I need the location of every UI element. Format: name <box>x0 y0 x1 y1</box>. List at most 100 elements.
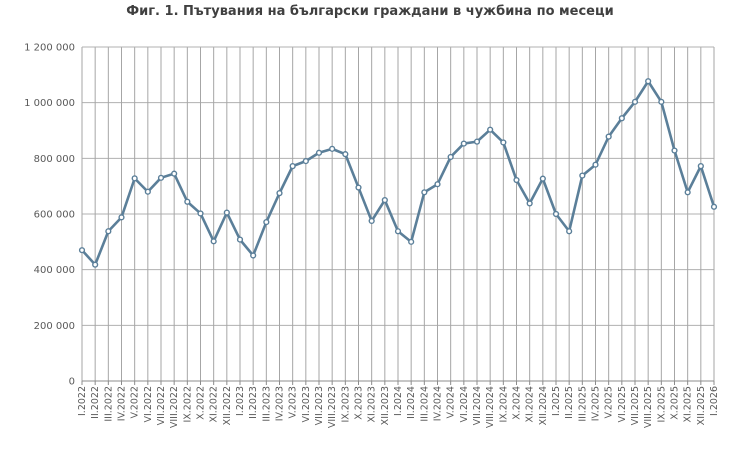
data-point <box>552 210 560 218</box>
data-point <box>645 78 652 85</box>
x-tick-label: II.2022 <box>90 386 101 419</box>
x-tick-label: XI.2022 <box>209 386 220 423</box>
x-tick-label: VI.2024 <box>459 386 470 423</box>
data-point <box>408 238 415 245</box>
data-point <box>342 151 349 158</box>
data-point <box>329 145 336 152</box>
series-layer <box>78 78 718 268</box>
y-tick-label: 0 <box>69 377 75 388</box>
x-tick-label: IV.2023 <box>275 386 286 421</box>
data-point <box>171 170 178 177</box>
x-tick-label: IX.2023 <box>340 386 351 423</box>
data-point <box>355 184 362 191</box>
x-tick-label: VIII.2025 <box>643 386 654 428</box>
data-point <box>131 175 138 182</box>
y-tick-label: 1 000 000 <box>24 98 75 109</box>
x-tick-label: VII.2024 <box>472 386 483 425</box>
x-tick-label: II.2025 <box>564 386 575 419</box>
x-tick-label: VII.2022 <box>156 386 167 425</box>
x-tick-label: VIII.2023 <box>327 386 338 428</box>
data-point <box>105 228 112 235</box>
data-point <box>618 115 625 122</box>
x-tick-label: I.2025 <box>551 386 562 416</box>
data-point <box>223 209 230 216</box>
x-tick-label: IX.2025 <box>656 386 667 423</box>
data-point <box>78 247 86 254</box>
data-point <box>144 188 151 195</box>
x-tick-label: I.2022 <box>77 386 88 416</box>
data-point <box>157 174 165 181</box>
data-point <box>631 98 639 105</box>
data-point <box>658 98 665 105</box>
x-tick-label: IV.2024 <box>433 386 444 421</box>
data-point <box>368 217 375 225</box>
x-tick-label: XII.2023 <box>380 386 391 425</box>
x-tick-label: VII.2023 <box>314 386 325 425</box>
data-point <box>421 189 428 196</box>
x-tick-label: I.2026 <box>709 386 720 416</box>
x-tick-label: V.2023 <box>288 386 299 418</box>
x-tick-label: VIII.2024 <box>485 386 496 428</box>
y-tick-label: 1 200 000 <box>24 43 75 54</box>
x-tick-label: III.2023 <box>261 386 272 422</box>
x-tick-label: I.2024 <box>393 386 404 416</box>
y-axis-tick-labels: 0 200 000 400 000 600 000 800 000 1 000 000 1 … <box>24 43 75 388</box>
data-point <box>236 236 244 243</box>
x-tick-label: II.2023 <box>248 386 259 419</box>
data-point <box>592 161 599 168</box>
data-point <box>671 147 678 154</box>
data-point <box>118 214 125 221</box>
data-point <box>513 176 520 184</box>
data-point <box>302 158 309 165</box>
data-point <box>539 175 546 182</box>
x-tick-label: X.2024 <box>512 386 523 420</box>
x-tick-label: III.2022 <box>103 386 114 422</box>
x-tick-label: VIII.2022 <box>169 386 180 428</box>
data-point <box>684 189 691 196</box>
data-point <box>315 149 323 156</box>
data-point <box>500 139 507 146</box>
data-point <box>605 133 612 140</box>
x-tick-label: IX.2022 <box>182 386 193 423</box>
chart-title: Фиг. 1. Пътувания на български граждани … <box>126 4 614 19</box>
y-tick-label: 400 000 <box>34 265 75 276</box>
y-tick-label: 800 000 <box>34 154 75 165</box>
data-point <box>276 190 283 197</box>
data-point <box>184 198 191 205</box>
x-tick-label: VI.2022 <box>143 386 154 423</box>
x-tick-label: III.2025 <box>577 386 588 422</box>
y-tick-label: 200 000 <box>34 321 75 332</box>
x-tick-label: IV.2022 <box>117 386 128 421</box>
x-tick-label: XI.2024 <box>525 386 536 423</box>
x-tick-label: XI.2025 <box>683 386 694 423</box>
data-point <box>394 228 402 235</box>
data-point <box>460 140 467 147</box>
x-tick-label: V.2022 <box>130 386 141 418</box>
x-tick-label: IX.2024 <box>498 386 509 423</box>
x-tick-label: VI.2023 <box>301 386 312 423</box>
data-point <box>473 138 481 145</box>
x-tick-label: V.2024 <box>446 386 457 418</box>
x-tick-label: X.2023 <box>354 386 365 420</box>
x-tick-label: XII.2024 <box>538 386 549 425</box>
data-point <box>566 228 573 235</box>
data-point <box>92 261 99 268</box>
data-point <box>710 203 718 210</box>
x-tick-label: XII.2022 <box>222 386 233 425</box>
x-tick-label: XI.2023 <box>367 386 378 423</box>
x-tick-label: VI.2025 <box>617 386 628 423</box>
x-tick-label: IV.2025 <box>591 386 602 421</box>
data-point <box>197 210 204 217</box>
x-tick-label: XII.2025 <box>696 386 707 425</box>
x-axis-tick-labels: I.2022 II.2022 III.2022 IV.2022 V.2022 VI.202… <box>77 386 720 428</box>
data-point <box>487 126 494 133</box>
data-point <box>526 200 533 207</box>
data-point <box>263 218 270 226</box>
x-tick-label: II.2024 <box>406 386 417 419</box>
x-tick-label: III.2024 <box>419 386 430 422</box>
data-point <box>210 238 217 245</box>
y-tick-label: 600 000 <box>34 210 75 221</box>
data-point <box>434 181 441 188</box>
x-tick-label: V.2025 <box>604 386 615 418</box>
